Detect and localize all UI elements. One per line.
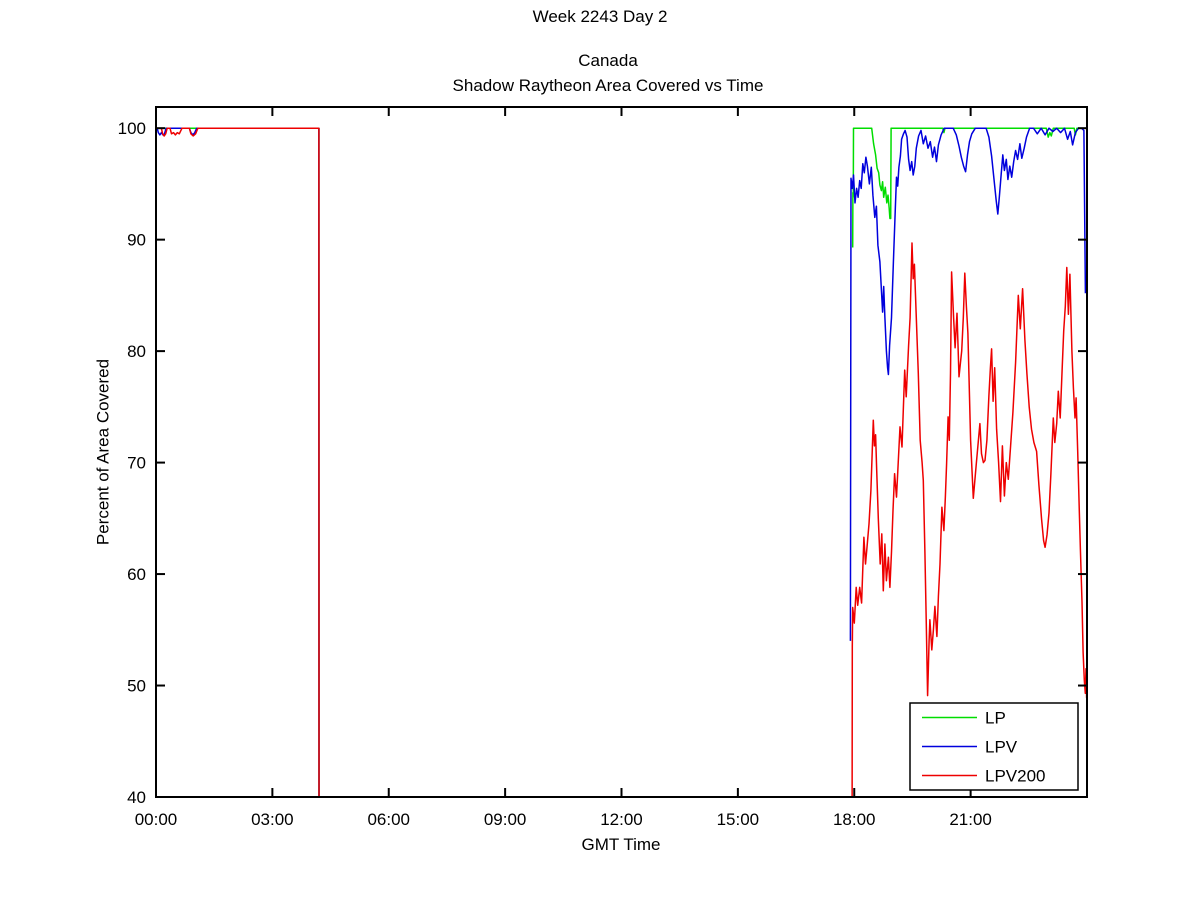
series-LPV200-line bbox=[851, 242, 1087, 797]
x-tick-label: 18:00 bbox=[833, 810, 876, 829]
x-tick-label: 03:00 bbox=[251, 810, 294, 829]
x-tick-label: 12:00 bbox=[600, 810, 643, 829]
y-tick-label: 50 bbox=[127, 677, 146, 696]
series-LPV200-line bbox=[156, 127, 320, 797]
series-LPV-line bbox=[156, 127, 320, 797]
chart-title-line2: Shadow Raytheon Area Covered vs Time bbox=[452, 76, 764, 95]
legend-item: LP bbox=[922, 709, 1006, 728]
x-tick-label: 09:00 bbox=[484, 810, 527, 829]
series-LPV-line bbox=[849, 127, 1087, 641]
y-tick-label: 80 bbox=[127, 342, 146, 361]
y-axis-label: Percent of Area Covered bbox=[93, 358, 113, 546]
x-axis-label: GMT Time bbox=[581, 835, 661, 854]
series-lines bbox=[156, 127, 1087, 797]
legend-label: LPV bbox=[985, 738, 1018, 757]
x-tick-label: 21:00 bbox=[949, 810, 992, 829]
legend-label: LPV200 bbox=[985, 767, 1046, 786]
y-tick-label: 70 bbox=[127, 454, 146, 473]
series-LP-line bbox=[156, 127, 320, 797]
x-tick-label: 06:00 bbox=[367, 810, 410, 829]
x-tick-label: 15:00 bbox=[717, 810, 760, 829]
y-tick-label: 90 bbox=[127, 231, 146, 250]
legend-item: LPV200 bbox=[922, 767, 1046, 786]
legend: LP LPV LPV200 bbox=[909, 702, 1079, 791]
y-tick-label: 60 bbox=[127, 565, 146, 584]
y-tick-label: 40 bbox=[127, 788, 146, 807]
series-LP-line bbox=[851, 127, 1087, 248]
figure-suptitle: Week 2243 Day 2 bbox=[532, 7, 668, 26]
x-tick-label: 00:00 bbox=[135, 810, 178, 829]
y-tick-label: 100 bbox=[118, 119, 146, 138]
legend-label: LP bbox=[985, 709, 1006, 728]
legend-item: LPV bbox=[922, 738, 1018, 757]
chart-title-line1: Canada bbox=[578, 51, 638, 70]
